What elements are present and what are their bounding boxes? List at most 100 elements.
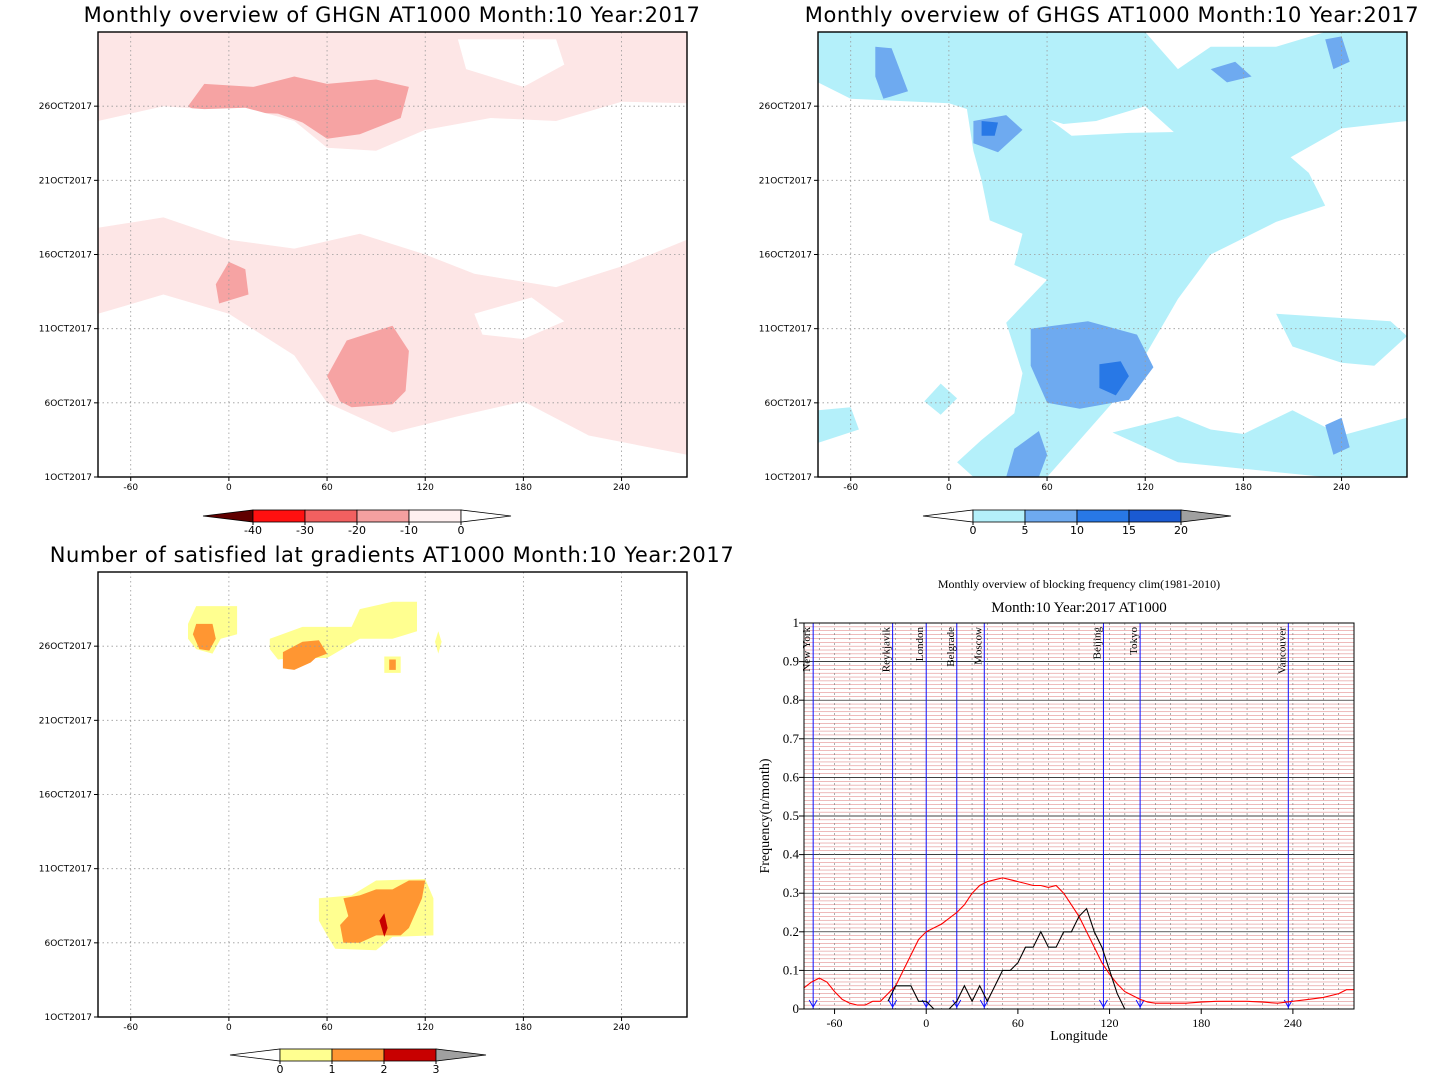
contour-region-9 bbox=[340, 880, 426, 943]
contour-region-5 bbox=[818, 407, 859, 443]
colorbar-segment bbox=[331, 1048, 385, 1062]
y-tick-label: 26OCT2017 bbox=[39, 642, 92, 652]
colorbar-segment bbox=[1024, 509, 1078, 523]
colorbar-label: 1 bbox=[329, 1063, 336, 1076]
colorbar-segment bbox=[279, 1048, 333, 1062]
colorbar-segment bbox=[304, 509, 358, 523]
contour-region-6 bbox=[192, 623, 216, 651]
colorbar-segment bbox=[252, 509, 306, 523]
x-tick-label: 180 bbox=[1192, 1016, 1210, 1030]
x-tick-label: 180 bbox=[515, 1023, 532, 1033]
x-tick-label: 60 bbox=[1041, 483, 1053, 493]
city-label: Tokyo bbox=[1128, 627, 1140, 655]
colorbar-segment bbox=[408, 509, 462, 523]
y-tick-label: 0 bbox=[793, 1001, 800, 1016]
heatmap-panel-1: -60 0 60 120 180 240 1OCT2017 6OCT2017 11OCT2017… bbox=[39, 3, 701, 537]
colorbar-label: -30 bbox=[296, 524, 314, 537]
contour-region-1 bbox=[188, 76, 409, 139]
y-tick-label: 6OCT2017 bbox=[45, 939, 93, 949]
city-label: Belgrade bbox=[945, 627, 957, 667]
x-tick-label: 60 bbox=[321, 1023, 333, 1033]
y-tick-label: 21OCT2017 bbox=[39, 716, 92, 726]
contour-region-6 bbox=[98, 294, 687, 477]
contour-region-6 bbox=[924, 383, 958, 415]
contour-region-10 bbox=[379, 913, 388, 937]
panel-title: Monthly overview of GHGN AT1000 Month:10… bbox=[84, 3, 701, 27]
colorbar-segment bbox=[1076, 509, 1130, 523]
x-tick-label: 0 bbox=[226, 483, 232, 493]
y-tick-label: 0.1 bbox=[783, 962, 799, 977]
x-axis-label: Longitude bbox=[1050, 1029, 1108, 1044]
colorbar-label: 0 bbox=[458, 524, 465, 537]
y-tick-label: 1 bbox=[793, 615, 800, 630]
colorbar-label: 20 bbox=[1174, 524, 1188, 537]
y-tick-label: 11OCT2017 bbox=[39, 865, 92, 875]
y-tick-label: 0.6 bbox=[783, 769, 800, 784]
x-tick-label: 120 bbox=[417, 483, 434, 493]
contour-region-1 bbox=[818, 32, 1407, 166]
panel-title: Monthly overview of GHGS AT1000 Month:10… bbox=[805, 3, 1419, 27]
colorbar-label: -40 bbox=[244, 524, 262, 537]
line-chart-title: Monthly overview of blocking frequency c… bbox=[938, 577, 1220, 591]
y-tick-label: 21OCT2017 bbox=[39, 176, 92, 186]
contour-region-15 bbox=[1099, 361, 1129, 396]
y-tick-label: 1OCT2017 bbox=[45, 1013, 93, 1023]
colorbar-segment bbox=[972, 509, 1026, 523]
x-tick-label: 0 bbox=[226, 1023, 232, 1033]
x-tick-label: -60 bbox=[827, 1016, 843, 1030]
colorbar-label: 5 bbox=[1022, 524, 1029, 537]
contour-region-14 bbox=[981, 121, 998, 136]
colorbar-segment bbox=[383, 1048, 437, 1062]
colorbar-label: 10 bbox=[1070, 524, 1084, 537]
panel-title: Number of satisfied lat gradients AT1000… bbox=[50, 543, 735, 567]
contour-region-7 bbox=[875, 46, 908, 99]
colorbar-label: 3 bbox=[433, 1063, 440, 1076]
x-tick-label: 240 bbox=[613, 1023, 630, 1033]
heatmap-panel-3: -60 0 60 120 180 2401OCT20176OCT201711OCT2017… bbox=[39, 543, 735, 1076]
colorbar-left-triangle bbox=[202, 509, 254, 523]
city-label: Vancouver bbox=[1276, 627, 1288, 674]
colorbar-segment bbox=[356, 509, 410, 523]
y-tick-label: 0.4 bbox=[783, 847, 800, 862]
city-label: Beijing bbox=[1091, 627, 1103, 660]
line-chart-subtitle: Month:10 Year:2017 AT1000 bbox=[991, 600, 1166, 616]
y-tick-label: 1OCT2017 bbox=[765, 473, 813, 483]
y-tick-label: 0.2 bbox=[783, 924, 799, 939]
city-label: New York bbox=[801, 627, 813, 672]
contour-fills bbox=[98, 39, 687, 477]
contour-region-4 bbox=[98, 101, 687, 288]
y-axis-label: Frequency(n/month) bbox=[758, 758, 773, 873]
series-line-1 bbox=[803, 877, 1354, 1006]
colorbar: 0 5 10 15 20 bbox=[922, 509, 1232, 537]
x-tick-label: 0 bbox=[923, 1016, 929, 1030]
y-tick-label: 11OCT2017 bbox=[759, 325, 812, 335]
x-tick-label: 240 bbox=[1333, 483, 1350, 493]
colorbar-label: 0 bbox=[277, 1063, 284, 1076]
city-label: London bbox=[914, 627, 926, 662]
colorbar-segment bbox=[1128, 509, 1182, 523]
y-tick-label: 16OCT2017 bbox=[39, 251, 92, 261]
city-arrow bbox=[979, 999, 989, 1009]
x-tick-label: 120 bbox=[1101, 1016, 1119, 1030]
contour-region-12 bbox=[1325, 36, 1350, 70]
colorbar-left-triangle bbox=[229, 1048, 281, 1062]
y-tick-label: 0.7 bbox=[783, 731, 800, 746]
contour-region-11 bbox=[1210, 61, 1252, 83]
contour-region-3 bbox=[1112, 410, 1407, 477]
x-tick-label: 240 bbox=[613, 483, 630, 493]
city-label: Reykjavik bbox=[881, 627, 893, 673]
contour-region-4 bbox=[1276, 313, 1407, 366]
x-tick-label: 60 bbox=[321, 483, 333, 493]
x-tick-label: 0 bbox=[946, 483, 952, 493]
city-arrow bbox=[808, 999, 818, 1009]
city-label: Moscow bbox=[972, 627, 984, 665]
colorbar: 0 1 2 3 bbox=[229, 1048, 487, 1076]
x-tick-label: -60 bbox=[123, 483, 138, 493]
colorbar-right-triangle bbox=[460, 509, 512, 523]
y-tick-label: 16OCT2017 bbox=[39, 791, 92, 801]
city-arrow bbox=[1099, 999, 1108, 1009]
city-arrow bbox=[952, 999, 962, 1009]
colorbar-right-triangle bbox=[435, 1048, 487, 1062]
contour-region-8 bbox=[389, 659, 396, 670]
